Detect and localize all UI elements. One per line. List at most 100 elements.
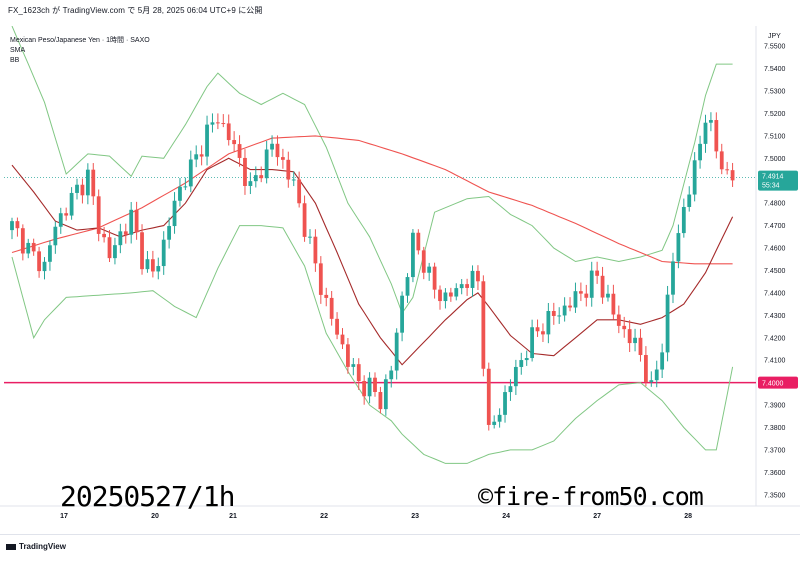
candle-body [411,232,415,278]
tradingview-logo-text: TradingView [19,542,66,551]
candle-body [291,179,296,181]
candle-body [725,169,730,171]
candle-body [275,143,280,158]
tradingview-logo[interactable]: TradingView [6,542,66,551]
candle-body [383,379,388,410]
date-timeframe-watermark: 20250527/1h [60,480,235,513]
candle-body [91,169,96,197]
candle-body [611,293,616,315]
candle-body [253,175,258,182]
x-tick-label: 22 [320,513,328,520]
candle-body [443,292,448,302]
candle-body [427,266,432,273]
last-price-text: 7.4914 [762,174,784,181]
x-tick-label: 27 [593,513,601,520]
candle-body [270,143,274,150]
candle-body [15,221,20,229]
candle-body [421,250,426,273]
candle-body [243,157,247,186]
candle-body [557,315,562,317]
candle-body [113,245,117,259]
candle-body [416,232,421,251]
candle-body [286,159,291,180]
candle-body [633,337,637,344]
candle-body [221,123,226,125]
candle-body [248,181,253,186]
y-tick-label: 7.5100 [764,133,786,140]
candle-body [140,232,144,270]
candle-body [259,175,264,179]
y-tick-label: 7.4800 [764,201,786,208]
candle-body [335,318,339,335]
candle-body [459,284,464,289]
x-tick-label: 17 [60,513,68,520]
chart-frame[interactable]: 7.5500 7.5400 7.5300 7.5200 7.5100 7.5000 7.49… [0,26,800,534]
candle-body [26,242,31,254]
candle-body [692,160,697,195]
candle-body [96,196,101,234]
candle-body [508,386,513,393]
y-tick-label: 7.3500 [764,492,786,499]
candle-body [719,151,724,170]
candle-body [85,169,90,196]
candle-body [649,380,654,382]
currency-label: JPY [768,33,781,40]
candle-body [400,295,404,333]
candle-body [660,352,665,370]
candle-body [58,213,63,227]
symbol-label[interactable]: Mexican Peso/Japanese Yen · 1時間 · SAXO [10,37,150,44]
y-tick-label: 7.5000 [764,156,786,163]
candle-body [378,391,383,410]
candle-body [470,270,475,288]
candle-body [584,293,589,298]
candlestick-chart[interactable]: 7.5500 7.5400 7.5300 7.5200 7.5100 7.5000 7.49… [0,26,800,534]
x-tick-label: 20 [151,513,159,520]
y-tick-label: 7.3800 [764,425,786,432]
candle-body [362,380,367,397]
candle-body [448,292,453,297]
y-tick-label: 7.4400 [764,290,786,297]
candle-body [627,329,632,344]
y-tick-label: 7.4100 [764,358,786,365]
candle-body [476,270,480,282]
candle-body [546,310,551,335]
candle-body [183,186,188,188]
candle-body [568,305,572,308]
candle-body [226,123,231,141]
candle-body [578,291,583,294]
y-tick-label: 7.5400 [764,66,786,73]
candle-body [199,154,204,157]
y-tick-label: 7.4300 [764,313,786,320]
plot-background [0,26,800,506]
bb-label[interactable]: BB [10,57,20,64]
sma-label[interactable]: SMA [10,47,26,54]
y-tick-label: 7.5300 [764,89,786,96]
candle-body [48,245,52,262]
candle-body [118,231,123,246]
candle-body [167,226,172,240]
candle-body [346,344,350,367]
candle-body [123,231,128,235]
candle-body [80,184,85,196]
candle-body [205,124,209,157]
candle-body [10,221,14,231]
candle-body [394,332,399,371]
candle-body [172,200,177,227]
y-tick-label: 7.4200 [764,335,786,342]
candle-body [232,140,237,145]
candle-body [210,122,215,125]
countdown-text: 55:34 [762,183,780,190]
candle-body [264,149,269,179]
candle-body [519,360,524,367]
candle-body [297,179,302,204]
publish-caption: FX_1623ch が TradingView.com で 5月 28, 202… [8,6,263,15]
tradingview-logo-icon [6,543,16,550]
candle-body [150,259,155,272]
candle-body [524,358,529,361]
candle-body [64,213,69,216]
candle-body [703,122,708,144]
x-tick-label: 21 [229,513,237,520]
candle-body [194,154,199,160]
candle-body [280,157,285,160]
y-tick-label: 7.4700 [764,223,786,230]
